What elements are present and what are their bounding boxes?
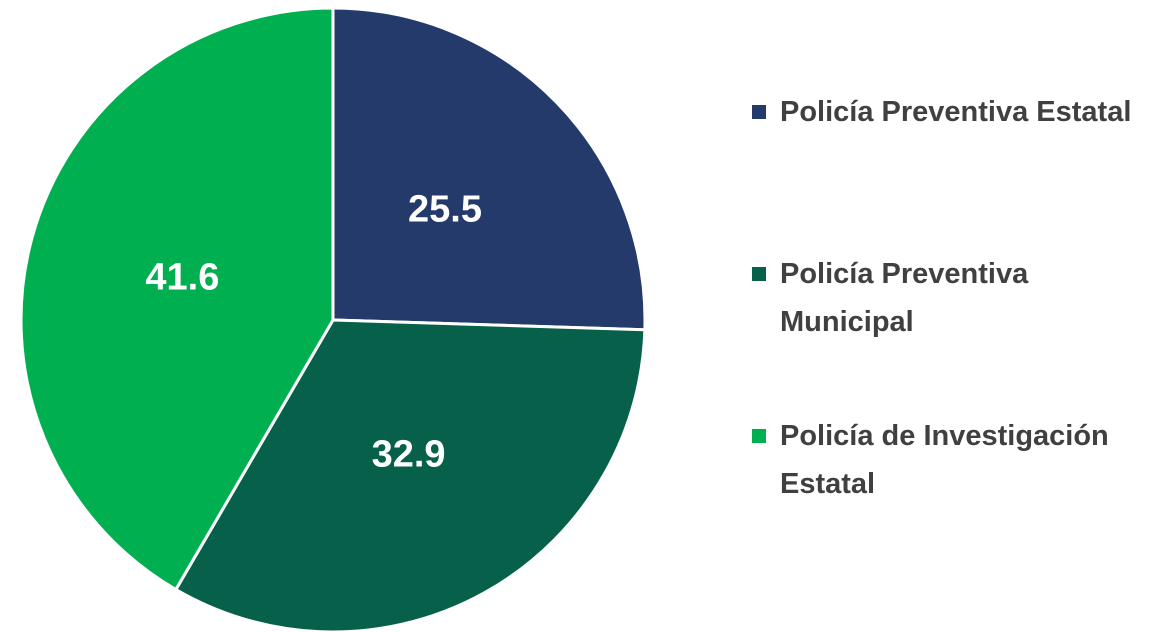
data-label: 32.9 (372, 433, 446, 475)
pie-slice (331, 6, 647, 332)
legend: Policía Preventiva Estatal Policía Preven… (752, 88, 1132, 574)
legend-item: Policía Preventiva Municipal (752, 250, 1132, 346)
chart: 25.5 32.9 41.6 (19, 6, 647, 632)
legend-item: Policía de Investigación Estatal (752, 412, 1132, 508)
pie-slice (19, 6, 335, 592)
legend-swatch (752, 429, 766, 443)
data-label: 25.5 (408, 188, 482, 230)
legend-label: Policía Preventiva Municipal (780, 258, 1029, 338)
legend-swatch (752, 267, 766, 281)
legend-label: Policía Preventiva Estatal (780, 96, 1132, 128)
pie-slice (173, 318, 647, 632)
data-label: 41.6 (145, 256, 219, 298)
legend-label: Policía de Investigación Estatal (780, 420, 1109, 500)
legend-swatch (752, 105, 766, 119)
legend-item: Policía Preventiva Estatal (752, 88, 1132, 184)
